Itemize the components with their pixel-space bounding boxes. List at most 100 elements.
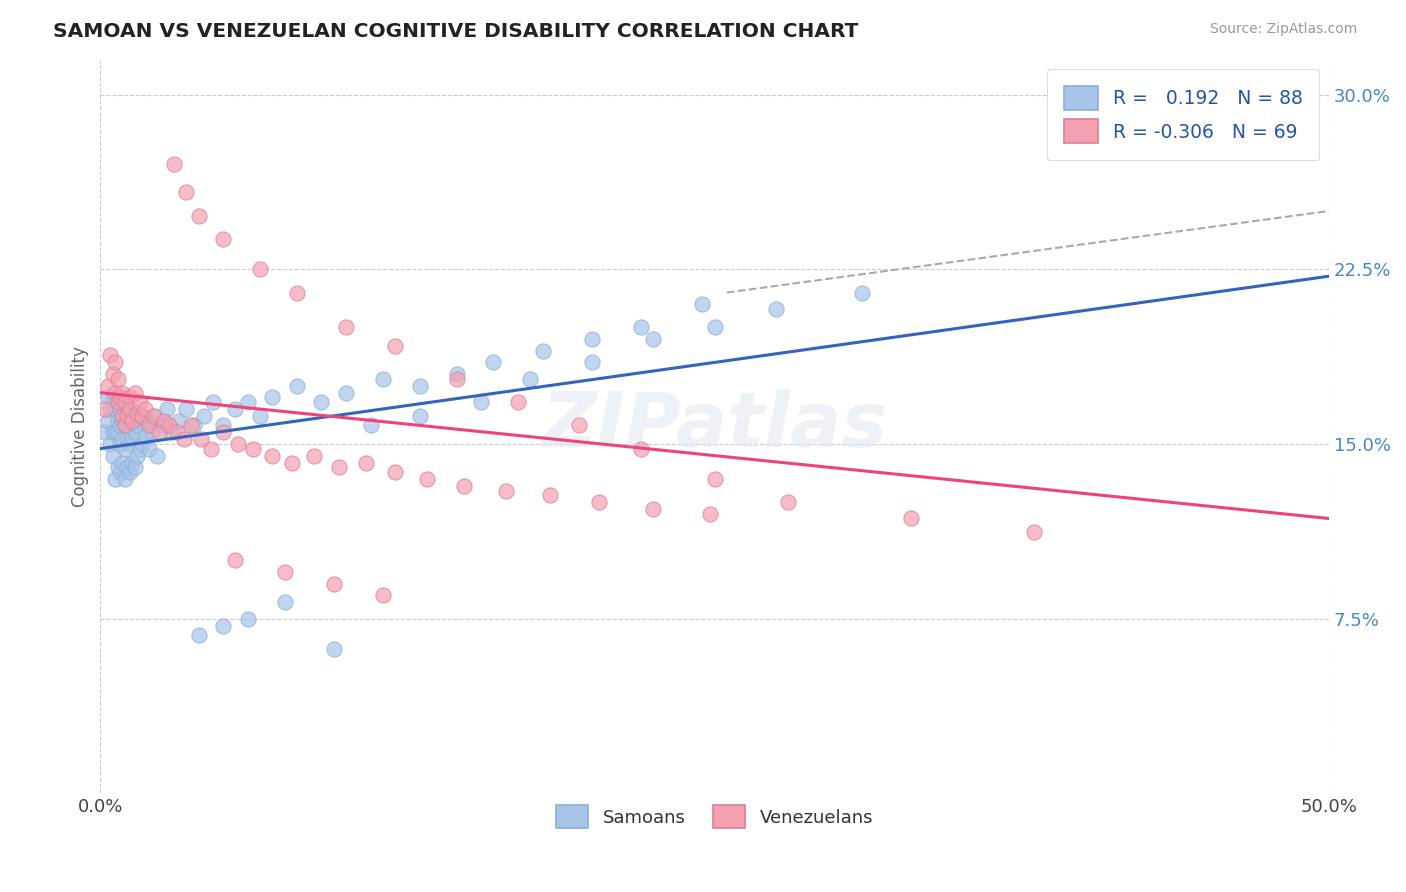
Point xyxy=(262,449,284,463)
Point xyxy=(285,285,308,300)
Point xyxy=(273,565,295,579)
Point xyxy=(108,402,131,417)
Point xyxy=(127,418,149,433)
Point xyxy=(107,460,129,475)
Point xyxy=(311,395,333,409)
Point xyxy=(117,409,139,423)
Point xyxy=(851,285,873,300)
Point xyxy=(643,332,665,346)
Point xyxy=(212,418,235,433)
Point xyxy=(581,355,603,369)
Point xyxy=(371,372,394,386)
Point xyxy=(236,395,259,409)
Point xyxy=(134,402,156,417)
Point xyxy=(141,425,163,440)
Point xyxy=(531,343,554,358)
Point xyxy=(108,418,131,433)
Point xyxy=(328,460,350,475)
Point xyxy=(778,495,800,509)
Point xyxy=(107,425,129,440)
Point xyxy=(519,372,541,386)
Point xyxy=(538,488,561,502)
Point xyxy=(153,414,176,428)
Point xyxy=(506,395,529,409)
Point xyxy=(98,402,121,417)
Point xyxy=(699,507,721,521)
Point xyxy=(167,414,190,428)
Point xyxy=(128,395,150,409)
Point xyxy=(765,301,787,316)
Point xyxy=(128,442,150,456)
Point xyxy=(138,442,160,456)
Point xyxy=(108,390,131,404)
Point xyxy=(108,437,131,451)
Point xyxy=(224,402,246,417)
Point xyxy=(335,320,357,334)
Point xyxy=(690,297,713,311)
Point xyxy=(111,414,134,428)
Point xyxy=(416,472,439,486)
Point xyxy=(163,157,186,171)
Point xyxy=(101,367,124,381)
Point xyxy=(190,432,212,446)
Point xyxy=(104,402,127,417)
Point xyxy=(127,449,149,463)
Point xyxy=(212,618,235,632)
Point xyxy=(118,409,141,423)
Point xyxy=(94,402,117,417)
Legend: Samoans, Venezuelans: Samoans, Venezuelans xyxy=(548,798,880,836)
Point xyxy=(409,378,432,392)
Point xyxy=(262,390,284,404)
Point xyxy=(335,385,357,400)
Point xyxy=(384,465,406,479)
Point xyxy=(98,348,121,362)
Point xyxy=(630,442,652,456)
Point xyxy=(409,409,432,423)
Point xyxy=(114,418,136,433)
Point xyxy=(114,418,136,433)
Point xyxy=(111,409,134,423)
Point xyxy=(127,407,149,421)
Point xyxy=(121,430,143,444)
Point xyxy=(176,186,198,200)
Point xyxy=(114,442,136,456)
Point xyxy=(148,425,170,440)
Point xyxy=(166,425,188,440)
Point xyxy=(900,511,922,525)
Point xyxy=(94,425,117,440)
Point xyxy=(200,442,222,456)
Point xyxy=(285,378,308,392)
Point xyxy=(1022,525,1045,540)
Point xyxy=(104,355,127,369)
Point xyxy=(131,409,153,423)
Point xyxy=(187,209,209,223)
Point xyxy=(193,409,215,423)
Point xyxy=(187,628,209,642)
Point xyxy=(212,425,235,440)
Point xyxy=(224,553,246,567)
Point xyxy=(104,425,127,440)
Point xyxy=(160,425,183,440)
Point xyxy=(111,456,134,470)
Point xyxy=(107,390,129,404)
Point xyxy=(121,407,143,421)
Point xyxy=(453,479,475,493)
Point xyxy=(470,395,492,409)
Point xyxy=(114,395,136,409)
Point xyxy=(143,409,166,423)
Point xyxy=(124,460,146,475)
Point xyxy=(97,390,120,404)
Point xyxy=(630,320,652,334)
Point xyxy=(495,483,517,498)
Point xyxy=(108,465,131,479)
Point xyxy=(117,407,139,421)
Point xyxy=(183,418,205,433)
Point xyxy=(568,418,591,433)
Point xyxy=(236,612,259,626)
Point xyxy=(588,495,610,509)
Point xyxy=(118,390,141,404)
Point xyxy=(202,395,225,409)
Text: Source: ZipAtlas.com: Source: ZipAtlas.com xyxy=(1209,22,1357,37)
Point xyxy=(97,378,120,392)
Point xyxy=(150,418,173,433)
